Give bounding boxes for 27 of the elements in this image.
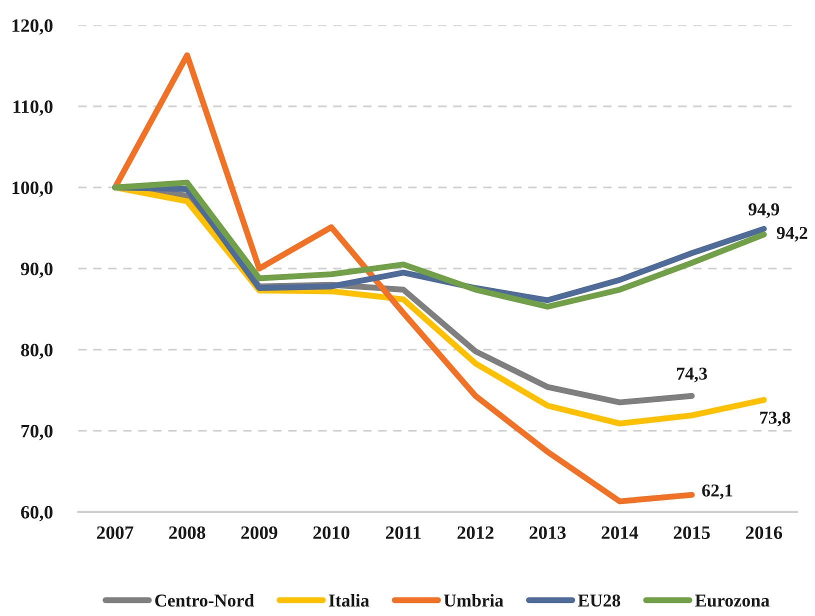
- x-tick-label: 2010: [313, 526, 350, 539]
- x-tick-label: 2009: [241, 526, 278, 539]
- y-tick-label: 120,0: [12, 19, 53, 35]
- y-tick-label: 90,0: [20, 262, 53, 278]
- data-label: 94,9: [748, 203, 780, 218]
- y-tick-label: 100,0: [12, 182, 53, 197]
- y-tick-label: 70,0: [22, 424, 53, 440]
- x-tick-label: 2014: [602, 526, 638, 539]
- x-tick-label: 2013: [530, 526, 566, 539]
- data-label: 74,3: [677, 368, 707, 382]
- x-tick-label: 2011: [386, 526, 421, 539]
- y-tick-label: 60,0: [21, 506, 53, 522]
- data-label: 73,8: [760, 412, 790, 426]
- x-tick-label: 2012: [458, 526, 494, 539]
- legend-label: Eurozona: [695, 594, 770, 607]
- legend-label: Umbria: [444, 594, 504, 607]
- legend-label: Centro-Nord: [155, 594, 254, 607]
- x-tick-label: 2015: [674, 526, 710, 539]
- x-tick-label: 2016: [746, 526, 782, 539]
- x-tick-label: 2008: [169, 526, 206, 539]
- y-tick-label: 80,0: [21, 344, 53, 360]
- legend-label: EU28: [578, 594, 620, 607]
- x-tick-label: 2007: [97, 526, 134, 539]
- data-label: 94,2: [776, 226, 808, 242]
- legend-label: Italia: [328, 594, 370, 607]
- y-tick-label: 110,0: [14, 100, 53, 116]
- data-label: 62,1: [702, 484, 732, 500]
